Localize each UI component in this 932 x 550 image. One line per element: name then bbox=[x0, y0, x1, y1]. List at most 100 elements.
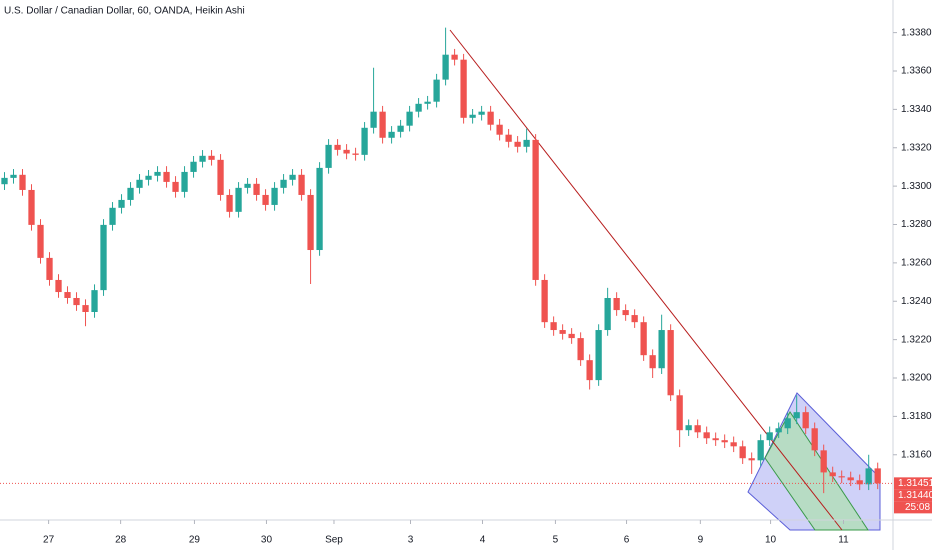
candle-body bbox=[307, 194, 314, 251]
candle-body bbox=[235, 187, 242, 212]
drawings bbox=[449, 29, 881, 531]
candle-body bbox=[208, 155, 215, 160]
candle-body bbox=[397, 125, 404, 132]
candle-body bbox=[217, 159, 224, 195]
price-label: 1.31451 bbox=[898, 478, 932, 489]
candle-body bbox=[451, 54, 458, 60]
candle-body bbox=[586, 360, 593, 381]
candle-body bbox=[370, 111, 377, 128]
candle-body bbox=[577, 338, 584, 361]
price-label-box bbox=[894, 477, 932, 490]
candle-body bbox=[730, 442, 737, 447]
candle-body bbox=[352, 153, 359, 155]
y-tick-label: 1.32800 bbox=[901, 219, 932, 230]
x-tick-label: 4 bbox=[480, 535, 486, 546]
y-tick-label: 1.31800 bbox=[901, 411, 932, 422]
candle-body bbox=[532, 139, 539, 280]
candle-body bbox=[838, 476, 845, 478]
candle-body bbox=[343, 149, 350, 154]
candle-body bbox=[469, 114, 476, 118]
trend-line bbox=[449, 29, 843, 531]
candle-body bbox=[361, 127, 368, 155]
candle-body bbox=[46, 257, 53, 280]
candle-body bbox=[595, 330, 602, 381]
candle-body bbox=[550, 322, 557, 331]
y-tick-label: 1.33400 bbox=[901, 104, 932, 115]
candle-body bbox=[811, 428, 818, 451]
y-tick-label: 1.32400 bbox=[901, 296, 932, 307]
y-tick-label: 1.33200 bbox=[901, 142, 932, 153]
x-tick-label: 30 bbox=[261, 535, 273, 546]
candle-body bbox=[613, 297, 620, 311]
candle-body bbox=[622, 310, 629, 316]
candle-body bbox=[181, 171, 188, 192]
candle-body bbox=[496, 124, 503, 135]
y-tick-label: 1.33800 bbox=[901, 27, 932, 38]
candle-body bbox=[433, 79, 440, 102]
candle-body bbox=[487, 111, 494, 125]
candle-body bbox=[766, 432, 773, 441]
candle-body bbox=[712, 438, 719, 441]
candle-body bbox=[820, 450, 827, 473]
candle-body bbox=[73, 297, 80, 306]
candle-body bbox=[289, 174, 296, 180]
candle-body bbox=[325, 144, 332, 168]
x-tick-label: 27 bbox=[43, 535, 55, 546]
candle-body bbox=[334, 144, 341, 150]
candle-body bbox=[172, 181, 179, 192]
candle-body bbox=[559, 330, 566, 334]
candle-body bbox=[865, 468, 872, 485]
candle-body bbox=[37, 224, 44, 258]
candle-body bbox=[829, 472, 836, 477]
x-tick-label: 29 bbox=[189, 535, 201, 546]
candle-body bbox=[415, 103, 422, 112]
candle-body bbox=[19, 174, 26, 190]
y-tick-label: 1.32000 bbox=[901, 373, 932, 384]
candle-body bbox=[748, 458, 755, 461]
candle-body bbox=[640, 322, 647, 356]
x-tick-label: 11 bbox=[838, 535, 849, 546]
x-tick-label: 9 bbox=[698, 535, 704, 546]
candle-body bbox=[631, 315, 638, 323]
candle-body bbox=[874, 468, 881, 484]
candle-body bbox=[28, 189, 35, 225]
price-label-box bbox=[894, 489, 932, 502]
y-tick-label: 1.33600 bbox=[901, 66, 932, 77]
y-tick-label: 1.33000 bbox=[901, 181, 932, 192]
x-tick-label: 28 bbox=[115, 535, 127, 546]
candle-body bbox=[163, 171, 170, 182]
candle-body bbox=[118, 199, 125, 208]
pitchfork-inner bbox=[764, 411, 869, 531]
x-tick-label: 6 bbox=[624, 535, 630, 546]
candle-body bbox=[757, 440, 764, 461]
candle-body bbox=[136, 179, 143, 188]
candle-body bbox=[406, 111, 413, 126]
candle-body bbox=[658, 330, 665, 369]
candle-body bbox=[514, 141, 521, 147]
price-label: 1.31440 bbox=[898, 490, 932, 501]
x-tick-label: Sep bbox=[325, 535, 343, 546]
candle-body bbox=[784, 418, 791, 429]
candle-body bbox=[847, 477, 854, 481]
candle-body bbox=[424, 101, 431, 104]
candle-body bbox=[703, 432, 710, 439]
countdown-box bbox=[894, 501, 932, 514]
candle-body bbox=[775, 428, 782, 433]
candle-body bbox=[793, 412, 800, 419]
candle-body bbox=[280, 179, 287, 188]
candle-body bbox=[856, 480, 863, 485]
candle-body bbox=[478, 111, 485, 115]
candle-body bbox=[388, 131, 395, 138]
candle-body bbox=[10, 174, 17, 178]
candle-body bbox=[55, 279, 62, 293]
x-tick-label: 10 bbox=[765, 535, 777, 546]
candle-body bbox=[298, 174, 305, 195]
candle-body bbox=[523, 139, 530, 147]
candle-body bbox=[145, 175, 152, 180]
candle-body bbox=[109, 207, 116, 225]
candle-body bbox=[262, 194, 269, 205]
candle-body bbox=[721, 440, 728, 443]
candle-body bbox=[442, 54, 449, 80]
candle-body bbox=[127, 187, 134, 200]
